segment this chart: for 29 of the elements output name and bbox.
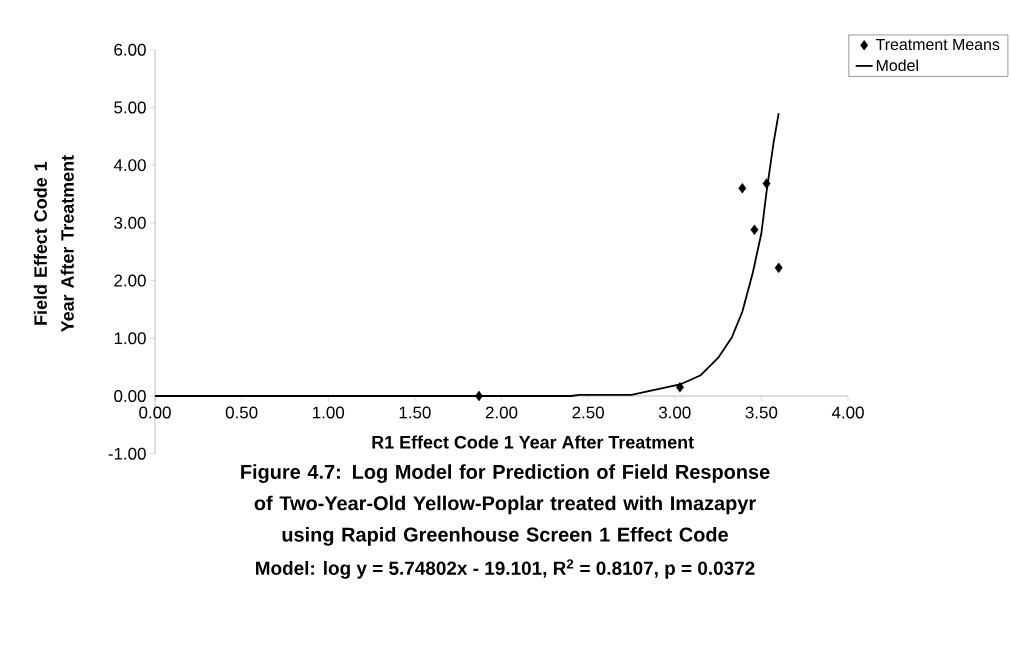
point — [676, 382, 684, 393]
y-tick-label: -1.00 — [108, 447, 146, 460]
y-tick-label: 3.00 — [114, 216, 146, 229]
text: Model: log y = 5.74802x - 19.101, R$^{2}$ = 0.8107, p = 0.0372 — [256, 559, 755, 579]
legend-label: Model — [876, 59, 918, 72]
x-axis-title: R1 Effect Code 1 Year After Treatment — [372, 435, 694, 449]
x-tick-label: 2.50 — [572, 406, 604, 419]
y-axis-title: Field Effect Code 1 Year After Treatment — [33, 155, 74, 333]
y-tick-label: 4.00 — [113, 159, 146, 172]
y-tick-label: 6.00 — [114, 43, 146, 56]
point — [774, 262, 783, 274]
x-tick-label: 3.50 — [745, 406, 778, 419]
x-tick-label: 3.00 — [658, 406, 691, 419]
point — [750, 224, 759, 235]
x-tick-label: 0.50 — [225, 406, 258, 419]
y-tick-label: 2.00 — [114, 274, 146, 287]
x-tick-label: 1.00 — [313, 406, 345, 419]
y-tick-label: 0.00 — [114, 390, 146, 402]
x-tick-label: 4.00 — [831, 406, 864, 419]
point — [738, 183, 747, 194]
line-series — [154, 112, 780, 397]
legend-label: Treatment Means — [875, 38, 1000, 51]
text: Figure 4.7: Log Model for Prediction of Field Response of Two-Year-Old Yellow-Poplar treated with Imazapyr using Rapid Greenhouse Screen 1 Effect Code — [241, 464, 770, 546]
point — [762, 178, 771, 189]
x-tick-label: 0.00 — [139, 406, 171, 419]
y-tick-label: 1.00 — [114, 332, 146, 345]
x-tick-label: 2.00 — [485, 406, 518, 419]
y-tick-label: 5.00 — [114, 101, 146, 114]
x-tick-label: 1.50 — [399, 406, 431, 419]
